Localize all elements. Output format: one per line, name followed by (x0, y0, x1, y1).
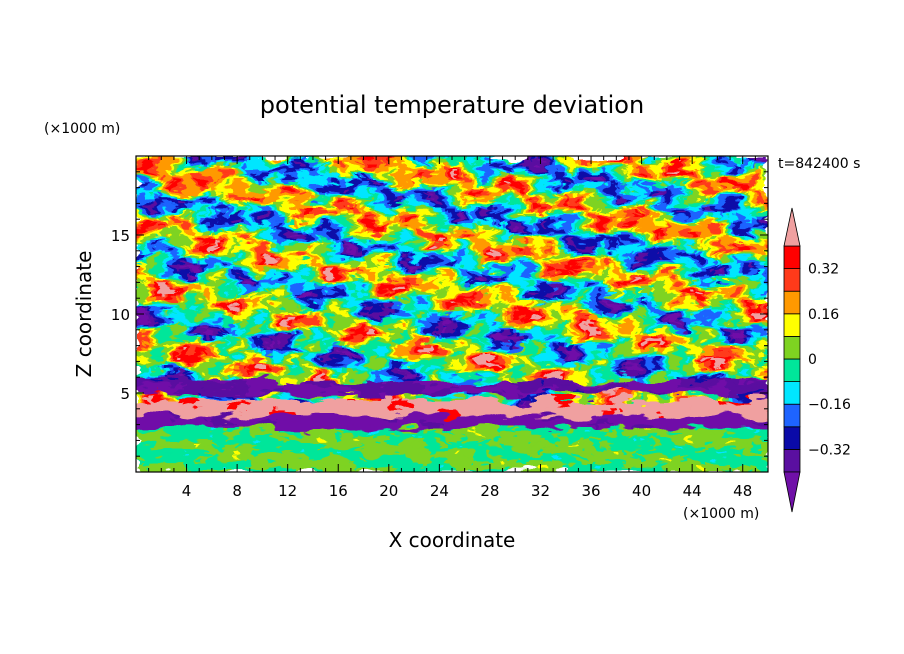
x-tick-label: 36 (581, 482, 600, 500)
colorbar: 0.32 0.16 0 −0.16 −0.32 (783, 207, 851, 513)
y-axis: 5 10 15 (111, 171, 768, 457)
colorbar-segment (783, 313, 801, 337)
x-unit-label: (×1000 m) (683, 506, 759, 522)
colorbar-segment (783, 245, 801, 270)
x-tick-label: 28 (480, 482, 499, 500)
x-tick-label: 8 (232, 482, 242, 500)
colorbar-tick-label: −0.16 (808, 397, 851, 413)
x-tick-label: 32 (531, 482, 550, 500)
y-unit-label: (×1000 m) (44, 121, 120, 137)
x-tick-label: 44 (683, 482, 702, 500)
x-tick-label: 48 (733, 482, 752, 500)
time-label: t=842400 s (778, 156, 860, 172)
colorbar-segment (783, 358, 801, 383)
x-axis-label: X coordinate (389, 528, 516, 552)
colorbar-tick-label: 0.16 (808, 307, 839, 323)
colorbar-extend-high (783, 207, 801, 247)
colorbar-tick-label: 0.32 (808, 262, 839, 278)
y-tick-label: 15 (111, 227, 130, 245)
x-tick-label: 24 (430, 482, 449, 500)
x-tick-label: 16 (329, 482, 348, 500)
contour-field (136, 156, 768, 472)
chart-title: potential temperature deviation (260, 91, 644, 119)
colorbar-segment (783, 268, 801, 292)
colorbar-segment (783, 426, 801, 450)
colorbar-segment (783, 290, 801, 315)
y-tick-label: 10 (111, 306, 130, 324)
x-tick-label: 20 (379, 482, 398, 500)
x-axis: 4 8 12 16 20 24 28 32 36 40 44 48 (148, 156, 756, 500)
x-tick-label: 12 (278, 482, 297, 500)
colorbar-segment (783, 335, 801, 360)
colorbar-segment (783, 448, 801, 473)
colorbar-tick-label: 0 (808, 352, 817, 368)
y-tick-label: 5 (120, 385, 130, 403)
colorbar-segment (783, 381, 801, 405)
y-axis-label: Z coordinate (72, 251, 96, 378)
colorbar-tick-label: −0.32 (808, 442, 851, 458)
colorbar-extend-low (783, 471, 801, 513)
x-tick-label: 40 (632, 482, 651, 500)
colorbar-segment (783, 403, 801, 428)
x-tick-label: 4 (182, 482, 192, 500)
